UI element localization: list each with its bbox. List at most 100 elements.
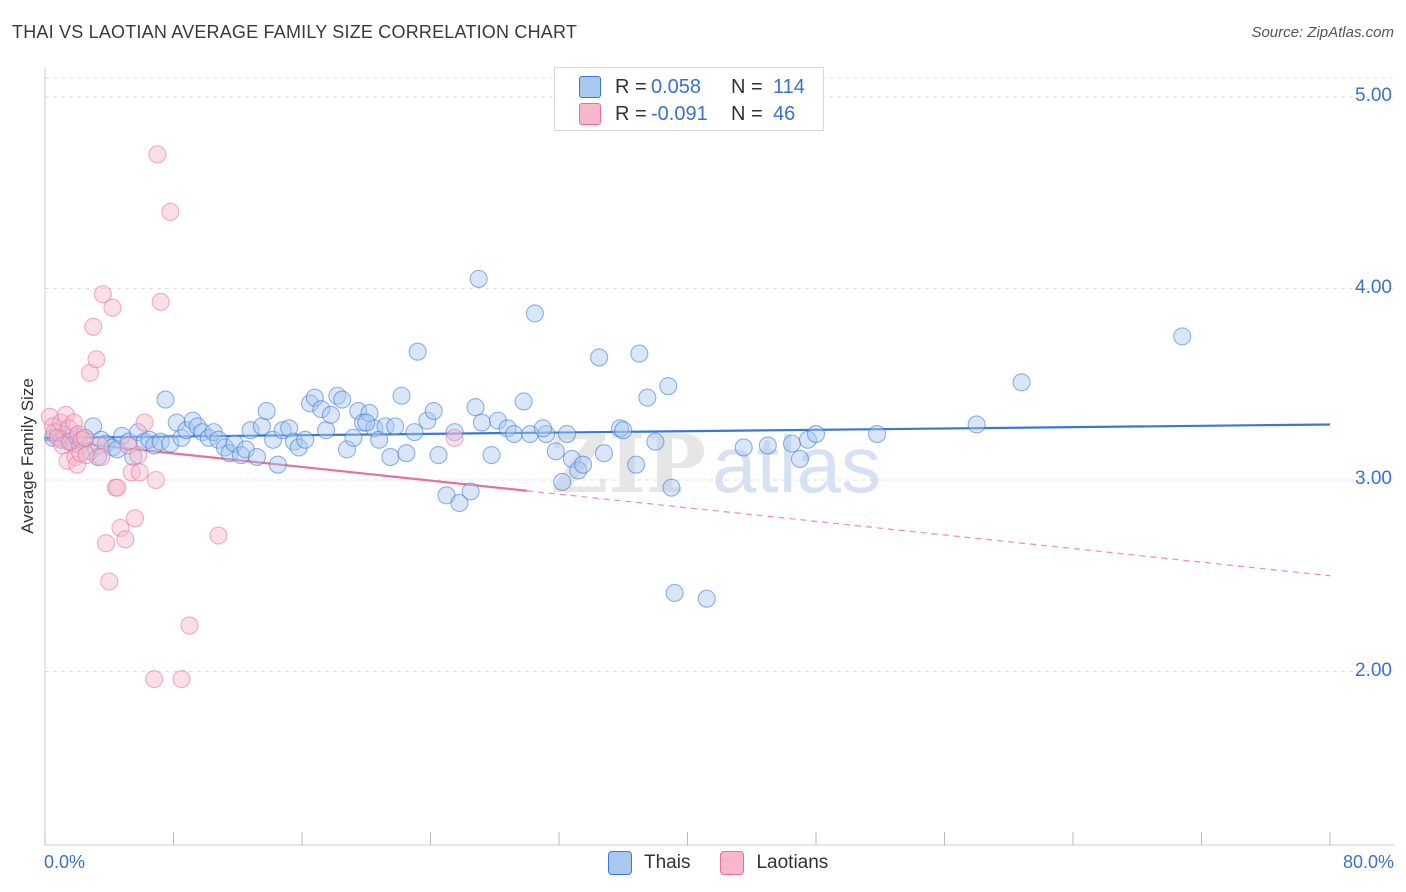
point-thais — [344, 428, 363, 447]
point-thais — [241, 421, 260, 440]
watermark-atlas: atlas — [712, 420, 881, 509]
y-tick-label: 3.00 — [1355, 468, 1392, 489]
point-thais — [488, 411, 508, 430]
point-thais — [289, 438, 308, 457]
thais-swatch — [608, 851, 632, 875]
point-laotians — [180, 616, 199, 635]
chart-title: THAI VS LAOTIAN AVERAGE FAMILY SIZE CORR… — [12, 22, 578, 42]
point-thais — [482, 446, 501, 465]
point-thais — [273, 421, 292, 440]
point-thais — [525, 304, 544, 323]
point-laotians — [125, 509, 144, 528]
point-thais — [177, 421, 196, 440]
n-value: 114 — [773, 75, 805, 98]
point-thais — [296, 430, 315, 449]
point-thais — [215, 438, 234, 457]
source-label: Source: ZipAtlas.com — [1251, 24, 1394, 41]
x-tick-label-min: 0.0% — [44, 852, 86, 872]
point-thais — [450, 493, 469, 513]
r-value: 0.058 — [651, 75, 702, 98]
point-thais — [697, 589, 716, 608]
point-laotians — [92, 447, 111, 467]
point-thais — [300, 394, 320, 413]
point-thais — [610, 419, 630, 438]
grid-lines — [45, 77, 1394, 672]
point-thais — [140, 430, 159, 449]
point-laotians — [145, 670, 164, 689]
point-laotians — [151, 292, 170, 311]
point-laotians — [100, 572, 119, 591]
point-laotians — [445, 428, 464, 447]
point-thais — [867, 424, 887, 444]
r-label: R = — [615, 75, 647, 98]
legend-label: Thais — [644, 852, 691, 873]
point-laotians — [93, 285, 112, 304]
point-thais — [790, 449, 809, 468]
r-value: -0.091 — [651, 102, 708, 125]
point-thais — [445, 423, 464, 442]
y-axis-label: Average Family Size — [18, 378, 37, 534]
point-laotians — [45, 423, 64, 442]
point-thais — [627, 455, 646, 474]
trend-line-extension-laotians — [526, 490, 1331, 577]
point-laotians — [108, 478, 127, 497]
point-thais — [734, 438, 753, 457]
point-thais — [574, 455, 593, 474]
point-laotians — [90, 436, 109, 455]
point-laotians — [111, 518, 130, 537]
point-thais — [418, 411, 437, 430]
point-thais — [665, 583, 684, 603]
point-thais — [429, 446, 448, 465]
point-thais — [268, 455, 287, 474]
point-laotians — [148, 145, 167, 164]
point-laotians — [84, 317, 103, 336]
point-thais — [1012, 373, 1031, 392]
point-thais — [188, 417, 207, 436]
point-thais — [594, 444, 614, 463]
point-thais — [614, 421, 633, 440]
point-thais — [161, 434, 180, 453]
axes — [44, 68, 1394, 846]
legend-row-laotians: R = -0.091 N = 46 — [579, 101, 795, 127]
point-thais — [376, 417, 395, 436]
legend-item-thais[interactable]: Thais — [608, 851, 690, 875]
point-thais — [630, 344, 649, 363]
point-laotians — [87, 350, 106, 369]
point-laotians — [60, 419, 79, 438]
point-laotians — [130, 463, 149, 482]
point-thais — [504, 424, 524, 444]
point-laotians — [77, 446, 96, 465]
legend-item-laotians[interactable]: Laotians — [720, 851, 828, 875]
point-thais — [386, 417, 405, 436]
point-laotians — [135, 413, 154, 432]
point-thais — [646, 432, 665, 451]
legend-row-thais: R = 0.058 N = 114 — [579, 74, 805, 100]
point-thais — [553, 472, 572, 491]
legend-label: Laotians — [756, 852, 829, 873]
trend-line-thais — [44, 423, 1331, 439]
point-laotians — [161, 202, 180, 221]
point-laotians — [103, 298, 122, 317]
point-thais — [225, 434, 244, 453]
point-thais — [514, 392, 533, 411]
point-thais — [247, 447, 267, 467]
point-thais — [312, 400, 331, 419]
point-thais — [264, 430, 283, 449]
point-thais — [782, 434, 801, 453]
point-laotians — [146, 470, 165, 490]
point-thais — [333, 390, 352, 409]
laotians-swatch — [720, 851, 745, 875]
x-tick-label-max: 80.0% — [1342, 852, 1394, 872]
point-thais — [405, 423, 424, 442]
point-thais — [466, 398, 485, 417]
point-laotians — [116, 530, 135, 549]
point-thais — [392, 386, 411, 405]
thais-swatch — [579, 76, 601, 98]
r-label: R = — [615, 102, 647, 125]
point-thais — [461, 482, 480, 501]
point-thais — [1173, 327, 1192, 346]
point-thais — [337, 440, 357, 459]
point-thais — [381, 447, 400, 467]
point-thais — [546, 442, 565, 461]
point-thais — [806, 424, 826, 444]
